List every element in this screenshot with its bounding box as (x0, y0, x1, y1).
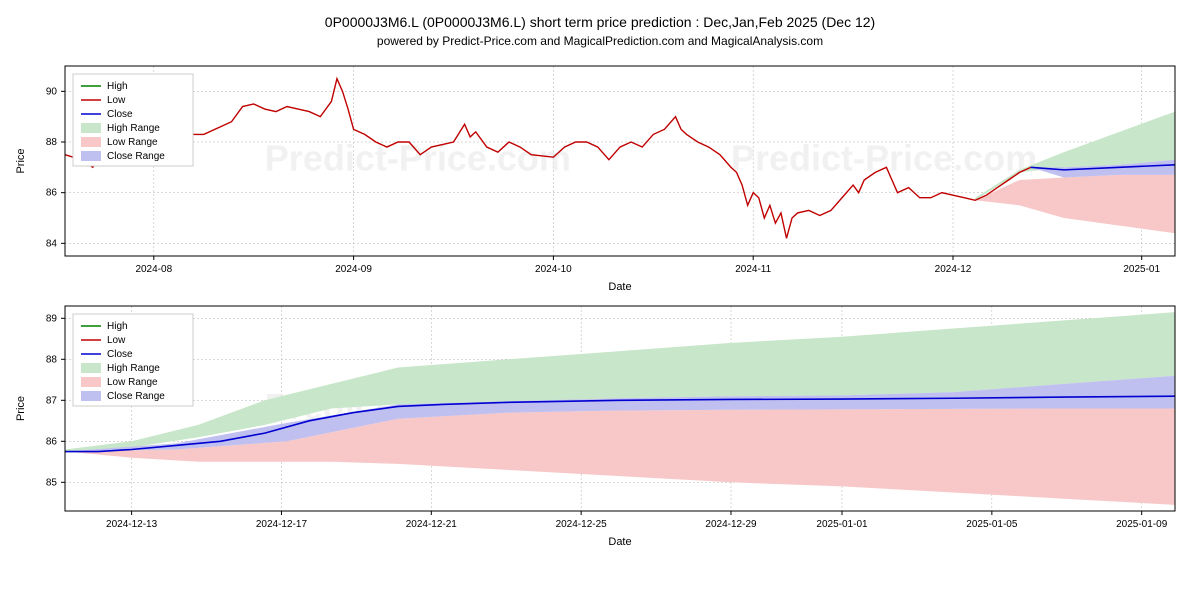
x-tick-label: 2025-01-05 (966, 519, 1018, 530)
legend-label: Close (107, 349, 133, 360)
legend-label: High (107, 81, 128, 92)
x-tick-label: 2025-01-09 (1116, 519, 1168, 530)
legend-label: Low Range (107, 137, 158, 148)
y-tick-label: 88 (46, 137, 58, 148)
legend-label: Close Range (107, 391, 165, 402)
y-tick-label: 89 (46, 313, 58, 324)
legend-label: Low Range (107, 377, 158, 388)
legend-swatch (81, 151, 101, 161)
x-axis-label: Date (608, 536, 631, 548)
x-tick-label: 2024-12 (935, 264, 972, 275)
bottom-chart: Predict-Price.comPredict-Price.com858687… (10, 296, 1190, 551)
watermark: Predict-Price.com (265, 138, 571, 179)
y-tick-label: 85 (46, 477, 58, 488)
x-tick-label: 2024-12-13 (106, 519, 158, 530)
watermark: Predict-Price.com (731, 138, 1037, 179)
legend-label: High Range (107, 363, 160, 374)
legend-swatch (81, 391, 101, 401)
y-axis-label: Price (15, 396, 27, 421)
x-tick-label: 2024-09 (335, 264, 372, 275)
y-tick-label: 88 (46, 354, 58, 365)
legend-label: High Range (107, 123, 160, 134)
legend-label: Close Range (107, 151, 165, 162)
x-tick-label: 2024-12-21 (406, 519, 458, 530)
legend-label: High (107, 321, 128, 332)
legend-swatch (81, 123, 101, 133)
x-tick-label: 2025-01 (1123, 264, 1160, 275)
legend-label: Close (107, 109, 133, 120)
legend-swatch (81, 363, 101, 373)
x-tick-label: 2024-12-17 (256, 519, 308, 530)
legend-swatch (81, 377, 101, 387)
y-tick-label: 84 (46, 238, 58, 249)
chart-title: 0P0000J3M6.L (0P0000J3M6.L) short term p… (10, 14, 1190, 30)
y-axis-label: Price (15, 148, 27, 173)
legend-label: Low (107, 335, 126, 346)
y-tick-label: 87 (46, 395, 58, 406)
y-tick-label: 86 (46, 436, 58, 447)
chart-subtitle: powered by Predict-Price.com and Magical… (10, 34, 1190, 48)
x-tick-label: 2024-11 (735, 264, 771, 275)
x-tick-label: 2024-12-25 (556, 519, 608, 530)
x-tick-label: 2024-10 (535, 264, 572, 275)
x-axis-label: Date (608, 281, 631, 293)
x-tick-label: 2024-08 (135, 264, 172, 275)
x-tick-label: 2024-12-29 (705, 519, 757, 530)
y-tick-label: 86 (46, 188, 58, 199)
legend-swatch (81, 137, 101, 147)
chart-group: 0P0000J3M6.L (0P0000J3M6.L) short term p… (10, 14, 1190, 551)
low-range-area (975, 175, 1175, 233)
x-tick-label: 2025-01-01 (816, 519, 868, 530)
y-tick-label: 90 (46, 86, 58, 97)
top-chart: Predict-Price.com Predict-Price.com 84 86 88… (10, 56, 1190, 296)
legend-label: Low (107, 95, 126, 106)
